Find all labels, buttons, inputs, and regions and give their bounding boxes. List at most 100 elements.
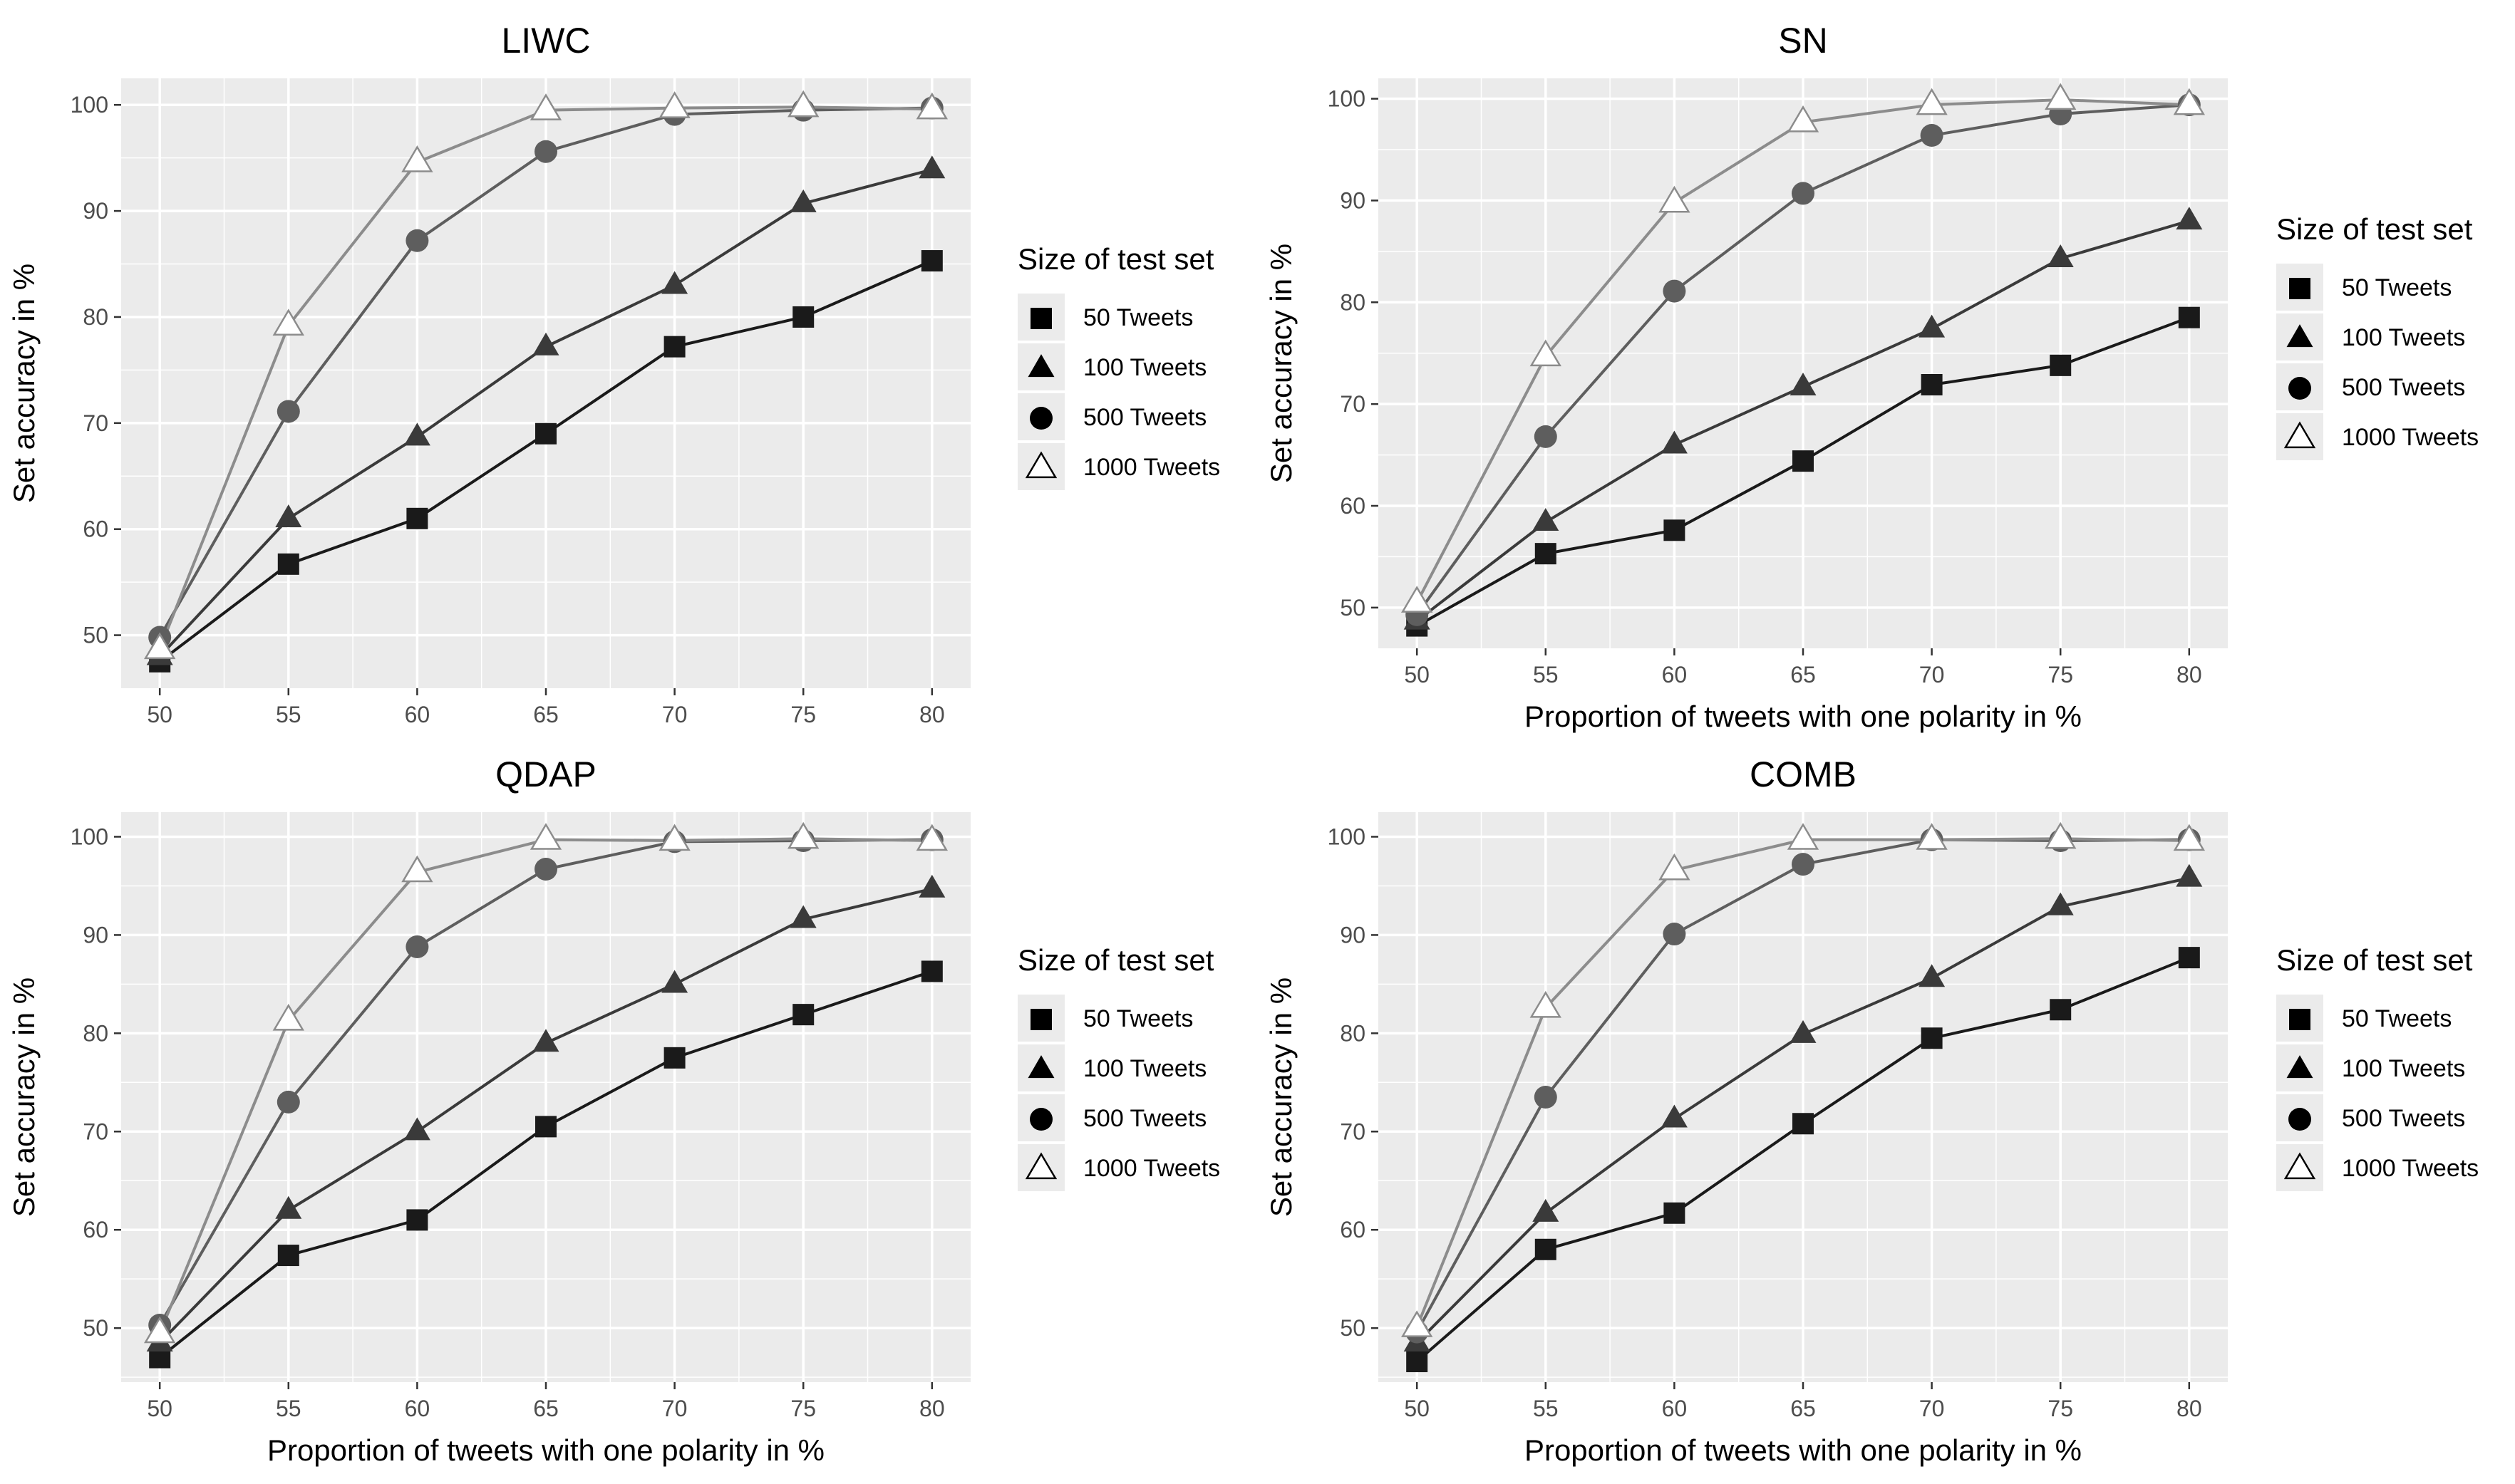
data-point-50 [1792, 1113, 1814, 1135]
legend-marker [2289, 278, 2310, 299]
data-point-1000 [401, 855, 433, 883]
chart-title: COMB [1750, 754, 1856, 794]
data-point-1000 [787, 821, 820, 849]
x-tick-label: 65 [533, 1396, 559, 1421]
data-point-500 [534, 140, 557, 163]
data-point-50 [2050, 999, 2072, 1021]
legend-marker [1025, 1152, 1058, 1180]
data-point-50 [1663, 1202, 1685, 1224]
panel-sn: 50 55 60 65 70 75 80 50 60 70 80 90 100 SN Set accurac… [1264, 21, 2479, 733]
y-tick-label: 60 [83, 1217, 108, 1242]
data-point-50 [921, 250, 943, 272]
data-point-1000 [2045, 821, 2077, 849]
x-tick-label: 80 [2176, 1396, 2202, 1421]
data-point-100 [1532, 1198, 1559, 1222]
x-tick-label: 50 [1404, 1396, 1430, 1421]
legend-label: 100 Tweets [1083, 354, 1207, 381]
x-tick-label: 70 [662, 1396, 688, 1421]
data-point-100 [919, 155, 946, 179]
data-point-50 [277, 553, 299, 575]
legend-label: 500 Tweets [2342, 1105, 2465, 1132]
data-point-1000 [659, 824, 691, 851]
x-tick-label: 75 [790, 702, 816, 727]
x-tick-label: 75 [790, 1396, 816, 1421]
data-point-1000 [1916, 88, 1948, 115]
data-point-50 [2050, 354, 2072, 376]
y-tick-label: 100 [1328, 86, 1365, 112]
data-point-50 [1663, 519, 1685, 541]
data-point-50 [792, 1004, 815, 1026]
legend-label: 1000 Tweets [1083, 1155, 1220, 1182]
data-point-50 [2178, 947, 2200, 969]
data-point-100 [661, 271, 688, 294]
legend-label: 100 Tweets [2342, 324, 2465, 351]
data-point-100 [1918, 964, 1946, 987]
x-tick-label: 70 [1919, 1396, 1945, 1421]
y-axis-label: Set accuracy in % [1264, 977, 1298, 1217]
panel-liwc: 50 55 60 65 70 75 80 50 60 70 80 90 100 LIWC Set accur… [7, 21, 1220, 727]
data-point-1000 [2173, 88, 2206, 115]
data-point-50 [792, 306, 815, 328]
legend-marker [2283, 1152, 2316, 1180]
x-tick-label: 60 [1662, 662, 1688, 687]
data-point-100 [2176, 207, 2203, 230]
y-tick-label: 100 [1328, 824, 1365, 849]
data-point-500 [1920, 124, 1943, 147]
y-tick-label: 90 [1340, 187, 1365, 213]
legend-label: 50 Tweets [1083, 1005, 1193, 1032]
data-point-50 [1406, 1351, 1428, 1373]
y-tick-label: 90 [1340, 922, 1365, 948]
y-tick-label: 90 [83, 922, 108, 948]
data-point-50 [1792, 450, 1814, 472]
data-point-50 [277, 1245, 299, 1267]
legend-marker [1030, 1108, 1053, 1131]
data-point-1000 [1916, 823, 1948, 850]
data-point-1000 [2173, 824, 2206, 851]
legend-label: 1000 Tweets [2342, 1155, 2479, 1182]
data-point-50 [921, 960, 943, 982]
y-tick-label: 80 [1340, 1020, 1365, 1046]
data-point-500 [534, 858, 557, 881]
y-tick-label: 100 [71, 92, 108, 118]
legend-title: Size of test set [1018, 242, 1214, 276]
x-tick-label: 70 [662, 702, 688, 727]
legend-marker [1031, 1009, 1052, 1030]
data-point-1000 [272, 1003, 304, 1031]
data-point-1000 [530, 823, 562, 850]
data-point-100 [2047, 244, 2074, 268]
x-tick-label: 65 [1790, 1396, 1816, 1421]
data-point-50 [1921, 1027, 1943, 1049]
data-point-1000 [659, 91, 691, 118]
chart-title: LIWC [502, 21, 591, 61]
data-point-100 [1661, 430, 1688, 454]
legend-marker [2288, 377, 2311, 400]
y-tick-label: 50 [1340, 595, 1365, 621]
y-tick-label: 90 [83, 198, 108, 224]
x-tick-label: 65 [533, 702, 559, 727]
data-point-50 [1534, 543, 1556, 565]
data-point-1000 [1529, 990, 1561, 1018]
panel-comb: 50 55 60 65 70 75 80 50 60 70 80 90 100 COMB Set accur… [1264, 754, 2479, 1467]
data-point-1000 [530, 93, 562, 120]
legend-label: 500 Tweets [1083, 1105, 1207, 1132]
data-point-500 [1792, 853, 1814, 876]
data-point-500 [406, 229, 429, 252]
data-point-100 [919, 874, 946, 898]
legend-label: 50 Tweets [2342, 274, 2452, 301]
x-tick-label: 55 [1533, 1396, 1559, 1421]
x-tick-label: 80 [2176, 662, 2202, 687]
data-point-100 [403, 422, 430, 446]
data-point-100 [532, 332, 559, 356]
y-tick-label: 50 [83, 1315, 108, 1341]
legend-label: 100 Tweets [2342, 1055, 2465, 1082]
x-tick-label: 80 [919, 1396, 945, 1421]
data-point-500 [1792, 182, 1814, 205]
x-tick-label: 80 [919, 702, 945, 727]
data-point-100 [790, 189, 817, 212]
x-tick-label: 75 [2047, 662, 2073, 687]
x-axis-label: Proportion of tweets with one polarity i… [1524, 700, 2082, 733]
legend-marker [2289, 1009, 2310, 1030]
data-point-100 [2176, 863, 2203, 887]
chart-title: QDAP [495, 754, 597, 794]
